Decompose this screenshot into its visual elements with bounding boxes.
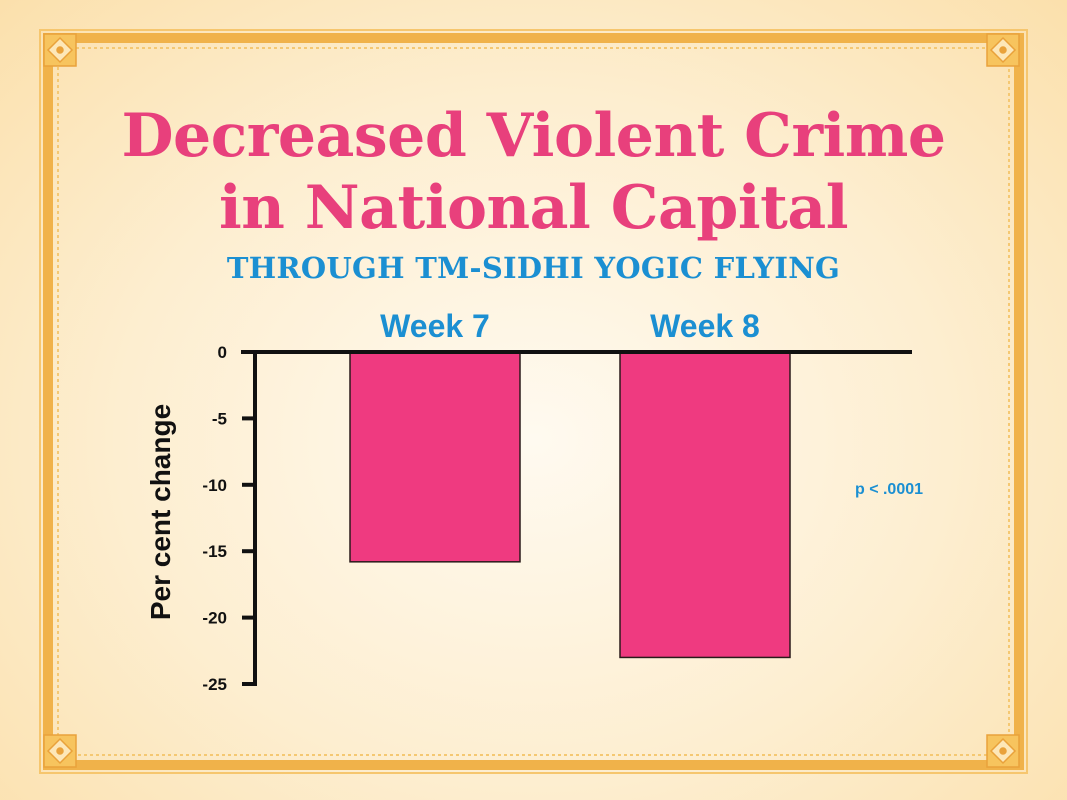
y-tick-label: -10 [202, 476, 227, 495]
frame-corner-ornament-tl [43, 33, 77, 67]
category-label: Week 8 [650, 308, 760, 344]
y-tick-label: -20 [202, 609, 227, 628]
bar-week-7 [349, 351, 521, 563]
chart-title-line1: Decreased Violent Crime [121, 101, 946, 171]
chart-title-line2: in National Capital [219, 173, 849, 243]
frame-corner-ornament-br [986, 734, 1020, 768]
bar-week-8 [619, 351, 791, 659]
y-tick-label: -5 [212, 409, 227, 428]
frame-corner-ornament-tr [986, 33, 1020, 67]
y-tick-label: -25 [202, 675, 227, 694]
y-axis-label: Per cent change [145, 404, 176, 620]
category-label: Week 7 [380, 308, 490, 344]
chart-subtitle: THROUGH TM-SIDHI YOGIC FLYING [226, 251, 841, 285]
frame-corner-ornament-bl [43, 734, 77, 768]
significance-annotation: p < .0001 [855, 481, 923, 498]
y-tick-label: 0 [218, 343, 227, 362]
y-tick-label: -15 [202, 542, 227, 561]
